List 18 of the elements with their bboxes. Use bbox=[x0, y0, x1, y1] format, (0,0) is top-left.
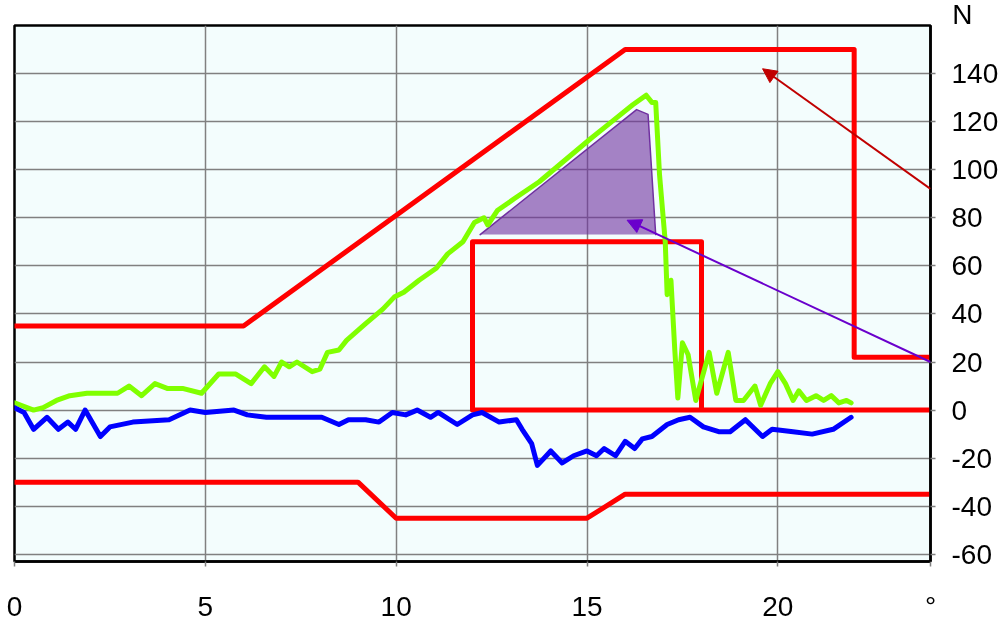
x-tick-label: 15 bbox=[571, 590, 603, 622]
y-axis-title: N bbox=[952, 0, 973, 30]
y-tick-label: -20 bbox=[951, 442, 992, 474]
y-tick-label: 60 bbox=[951, 250, 983, 282]
y-tick-label: 100 bbox=[951, 154, 999, 186]
x-tick-label: 10 bbox=[380, 590, 412, 622]
y-tick-label: 0 bbox=[951, 394, 968, 426]
x-axis-title: ° bbox=[924, 590, 937, 622]
x-tick-label: 0 bbox=[6, 590, 23, 622]
y-tick-label: -40 bbox=[951, 490, 992, 522]
y-tick-label: 40 bbox=[951, 298, 983, 330]
y-tick-label: 80 bbox=[951, 202, 983, 234]
y-tick-label: 120 bbox=[951, 106, 999, 138]
y-tick-label: 20 bbox=[951, 346, 983, 378]
y-tick-label: 140 bbox=[951, 58, 999, 90]
x-tick-label: 20 bbox=[762, 590, 794, 622]
x-tick-label: 5 bbox=[197, 590, 214, 622]
y-tick-label: -60 bbox=[951, 538, 992, 570]
